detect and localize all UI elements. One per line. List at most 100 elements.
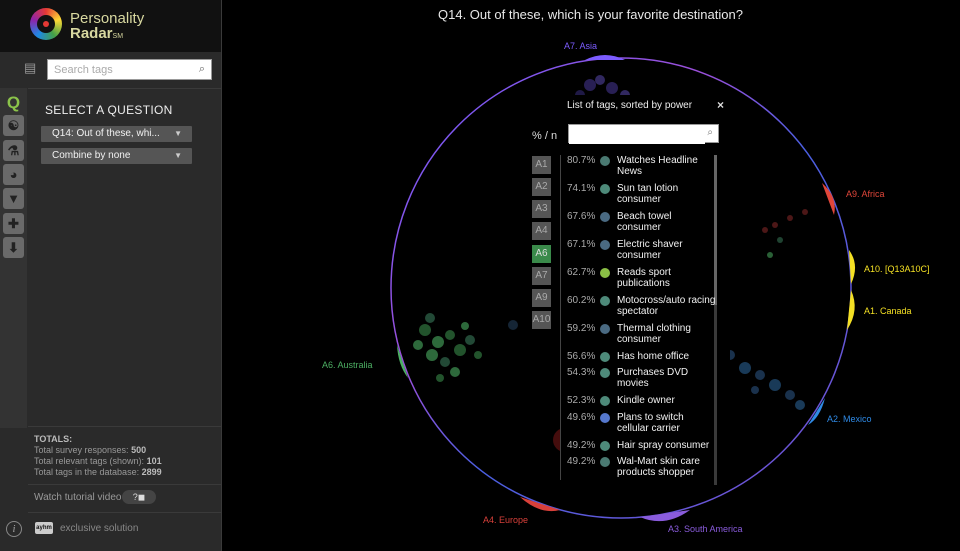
answer-button-a4[interactable]: A4 [532, 222, 551, 240]
asia-peak [585, 55, 625, 60]
tag-dot-icon [600, 441, 610, 451]
tag-percent: 59.2% [567, 323, 596, 334]
tag-name: Electric shaver consumer [617, 239, 683, 261]
totals: TOTALS: Total survey responses: 500 Tota… [34, 434, 162, 478]
answer-button-a2[interactable]: A2 [532, 178, 551, 196]
tag-name: Plans to switch cellular carrier [617, 412, 684, 434]
ayhm-logo: ayhm [35, 522, 53, 534]
chevron-down-icon: ▼ [174, 151, 182, 160]
microscope-icon[interactable]: ⚗ [3, 140, 24, 161]
list-icon[interactable]: ▤ [24, 60, 37, 75]
tag-name: Purchases DVD movies [617, 367, 689, 389]
tag-panel-title: List of tags, sorted by power [567, 100, 693, 111]
exclusive-solution-text: exclusive solution [60, 523, 139, 534]
logo-sm: SM [112, 33, 124, 40]
filter-icon[interactable]: ▼ [3, 188, 24, 209]
search-icon[interactable]: ⌕ [707, 127, 713, 138]
australia-peak [397, 345, 408, 378]
tag-name: Watches Headline News [617, 155, 698, 177]
south-america-peak [640, 510, 690, 522]
dots-africa [762, 209, 808, 258]
pie-chart-icon[interactable]: ◕ [3, 164, 24, 185]
category-label-south-america[interactable]: A3. South America [668, 524, 743, 534]
tag-percent: 49.2% [567, 440, 596, 451]
category-label-mexico-text: A2. Mexico [827, 414, 872, 424]
tag-percent: 52.3% [567, 395, 596, 406]
tag-dot-icon [600, 212, 610, 222]
category-label-europe-text: A4. Europe [483, 515, 529, 525]
category-label-mexico[interactable]: A2. Mexico [827, 414, 872, 424]
tag-dot-icon [600, 368, 610, 378]
search-tags-input[interactable] [48, 61, 195, 79]
search-tags-box: ⌕ [47, 59, 212, 80]
category-label-asia-text: A7. Asia [564, 41, 598, 51]
tag-name: Thermal clothing consumer [617, 323, 691, 345]
sidebar: Personality RadarSM ▤ ⌕ Q ☯ ⚗ ◕ ▼ ✚ ⬇ SE… [0, 0, 222, 551]
yin-yang-icon[interactable]: ☯ [3, 115, 24, 136]
q13a10c-peak [849, 250, 856, 284]
category-label-q13a10c[interactable]: A10. [Q13A10C] [864, 264, 930, 274]
video-camera-icon[interactable]: ?◼ [122, 490, 156, 504]
totals-relevant-label: Total relevant tags (shown): [34, 456, 145, 466]
tag-name: Kindle owner [617, 395, 675, 406]
category-label-australia-text: A6. Australia [322, 360, 373, 370]
totals-db: Total tags in the database: 2899 [34, 467, 162, 478]
tag-dot-icon [600, 156, 610, 166]
radar-ring [390, 57, 852, 519]
category-label-africa-text: A9. Africa [846, 189, 885, 199]
tag-percent: 60.2% [567, 295, 596, 306]
category-label-africa[interactable]: A9. Africa [846, 189, 885, 199]
divider [560, 155, 561, 480]
tag-dot-icon [600, 396, 610, 406]
combine-dropdown[interactable]: Combine by none ▼ [41, 148, 192, 164]
africa-peak [822, 183, 835, 215]
tag-dot-icon [600, 457, 610, 467]
tag-percent: 62.7% [567, 267, 596, 278]
tag-percent: 74.1% [567, 183, 596, 194]
radar-chart [390, 55, 856, 522]
answer-button-a9[interactable]: A9 [532, 289, 551, 307]
answer-button-a7[interactable]: A7 [532, 267, 551, 285]
info-icon[interactable]: i [6, 521, 22, 537]
totals-heading: TOTALS: [34, 434, 73, 444]
tag-name: Reads sport publications [617, 267, 671, 289]
totals-responses: Total survey responses: 500 [34, 445, 162, 456]
chevron-down-icon: ▼ [174, 129, 182, 138]
tag-dot-icon [600, 413, 610, 423]
icon-rail [0, 88, 27, 428]
tag-dot-icon [600, 296, 610, 306]
logo-text-radar: RadarSM [70, 25, 123, 42]
tag-list-scroll-thumb[interactable] [714, 155, 717, 305]
tag-percent: 49.2% [567, 456, 596, 467]
totals-db-value: 2899 [141, 467, 162, 477]
clipboard-icon[interactable]: ✚ [3, 213, 24, 234]
pct-n-toggle[interactable]: % / n [532, 130, 558, 142]
answer-button-a1[interactable]: A1 [532, 156, 551, 174]
divider [28, 426, 221, 427]
tutorial-link[interactable]: Watch tutorial video [34, 492, 122, 503]
tag-name: Hair spray consumer [617, 440, 710, 451]
question-icon[interactable]: Q [6, 93, 21, 112]
answer-button-a3[interactable]: A3 [532, 200, 551, 218]
category-label-europe[interactable]: A4. Europe [483, 515, 528, 525]
question-dropdown[interactable]: Q14: Out of these, whi... ▼ [41, 126, 192, 142]
combine-dropdown-value: Combine by none [52, 150, 131, 161]
tag-search-input[interactable] [569, 127, 705, 144]
answer-button-a6[interactable]: A6 [532, 245, 551, 263]
divider [28, 512, 221, 513]
tag-percent: 80.7% [567, 155, 596, 166]
totals-responses-value: 500 [131, 445, 147, 455]
totals-relevant-value: 101 [146, 456, 162, 466]
close-icon[interactable]: × [717, 98, 725, 112]
answer-button-a10[interactable]: A10 [532, 311, 551, 329]
category-label-asia[interactable]: A7. Asia [564, 41, 597, 51]
download-icon[interactable]: ⬇ [3, 237, 24, 258]
tag-list-scrollbar[interactable] [714, 155, 717, 485]
category-label-canada[interactable]: A1. Canada [864, 306, 912, 316]
select-question-heading: SELECT A QUESTION [45, 103, 173, 117]
search-icon[interactable]: ⌕ [198, 63, 205, 75]
question-dropdown-value: Q14: Out of these, whi... [52, 128, 160, 139]
question-title: Q14. Out of these, which is your favorit… [438, 7, 743, 22]
category-label-australia[interactable]: A6. Australia [322, 360, 373, 370]
mexico-peak [808, 398, 825, 425]
